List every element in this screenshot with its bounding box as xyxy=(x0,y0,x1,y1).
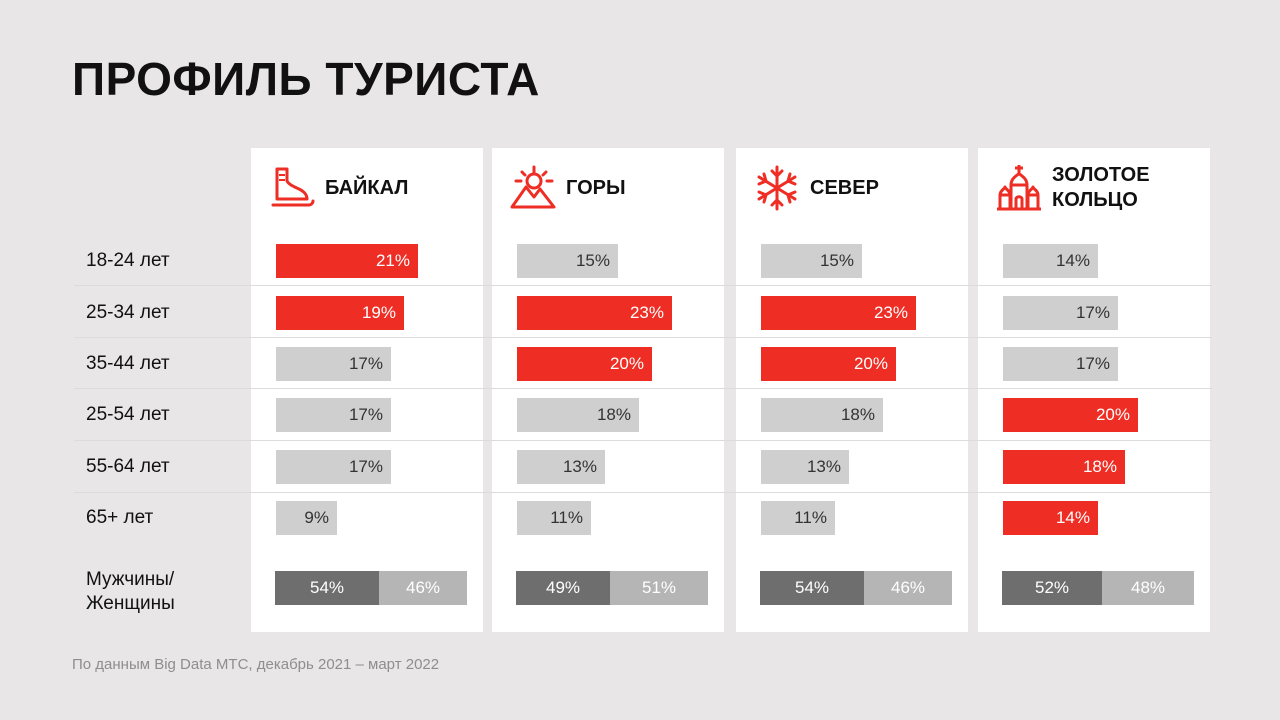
region-panel xyxy=(492,148,724,632)
bar: 17% xyxy=(276,450,391,484)
region-header: БАЙКАЛ xyxy=(251,160,483,216)
row-divider xyxy=(74,492,1212,493)
row-divider xyxy=(74,285,1212,286)
gender-bar-female: 48% xyxy=(1102,571,1194,605)
bar: 17% xyxy=(276,398,391,432)
snowflake-icon xyxy=(757,165,797,211)
region-name: СЕВЕР xyxy=(810,176,879,199)
skate-icon xyxy=(271,167,315,207)
bar: 14% xyxy=(1003,244,1098,278)
bar: 9% xyxy=(276,501,337,535)
bar: 18% xyxy=(761,398,883,432)
source-note: По данным Big Data МТС, декабрь 2021 – м… xyxy=(72,656,440,673)
bar: 20% xyxy=(761,347,896,381)
bar: 15% xyxy=(761,244,862,278)
gender-bar-female: 46% xyxy=(379,571,467,605)
bar: 21% xyxy=(276,244,418,278)
region-name: БАЙКАЛ xyxy=(325,176,409,199)
bar: 20% xyxy=(1003,398,1138,432)
bar: 13% xyxy=(761,450,849,484)
bar: 20% xyxy=(517,347,652,381)
gender-bar-male: 49% xyxy=(516,571,610,605)
bar: 23% xyxy=(761,296,916,330)
bar: 11% xyxy=(761,501,835,535)
age-group-label: 18-24 лет xyxy=(86,250,170,271)
region-name: ЗОЛОТОЕ КОЛЬЦО xyxy=(1052,164,1150,211)
gender-label: Мужчины/ Женщины xyxy=(86,569,175,614)
age-group-label: 35-44 лет xyxy=(86,353,170,374)
age-group-label: 65+ лет xyxy=(86,507,154,528)
gender-bar-male: 52% xyxy=(1002,571,1102,605)
region-header: СЕВЕР xyxy=(736,160,968,216)
bar: 18% xyxy=(1003,450,1125,484)
gender-bar-female: 51% xyxy=(610,571,708,605)
age-group-label: 25-34 лет xyxy=(86,302,170,323)
bar: 11% xyxy=(517,501,591,535)
mountain-sun-icon xyxy=(510,165,556,209)
church-icon xyxy=(997,165,1041,211)
age-group-label: 25-54 лет xyxy=(86,404,170,425)
bar: 17% xyxy=(1003,296,1118,330)
row-divider xyxy=(74,440,1212,441)
gender-bar-male: 54% xyxy=(275,571,379,605)
bar: 15% xyxy=(517,244,618,278)
region-name: ГОРЫ xyxy=(566,176,626,199)
bar: 18% xyxy=(517,398,639,432)
region-header: ГОРЫ xyxy=(492,160,724,216)
bar: 14% xyxy=(1003,501,1098,535)
region-panel xyxy=(736,148,968,632)
bar: 13% xyxy=(517,450,605,484)
bar: 23% xyxy=(517,296,672,330)
bar: 19% xyxy=(276,296,404,330)
region-header: ЗОЛОТОЕ КОЛЬЦО xyxy=(978,160,1210,216)
page-title: ПРОФИЛЬ ТУРИСТА xyxy=(72,53,540,105)
bar: 17% xyxy=(276,347,391,381)
bar: 17% xyxy=(1003,347,1118,381)
region-panel xyxy=(251,148,483,632)
row-divider xyxy=(74,337,1212,338)
region-panel xyxy=(978,148,1210,632)
gender-bar-male: 54% xyxy=(760,571,864,605)
gender-bar-female: 46% xyxy=(864,571,952,605)
row-divider xyxy=(74,388,1212,389)
age-group-label: 55-64 лет xyxy=(86,456,170,477)
